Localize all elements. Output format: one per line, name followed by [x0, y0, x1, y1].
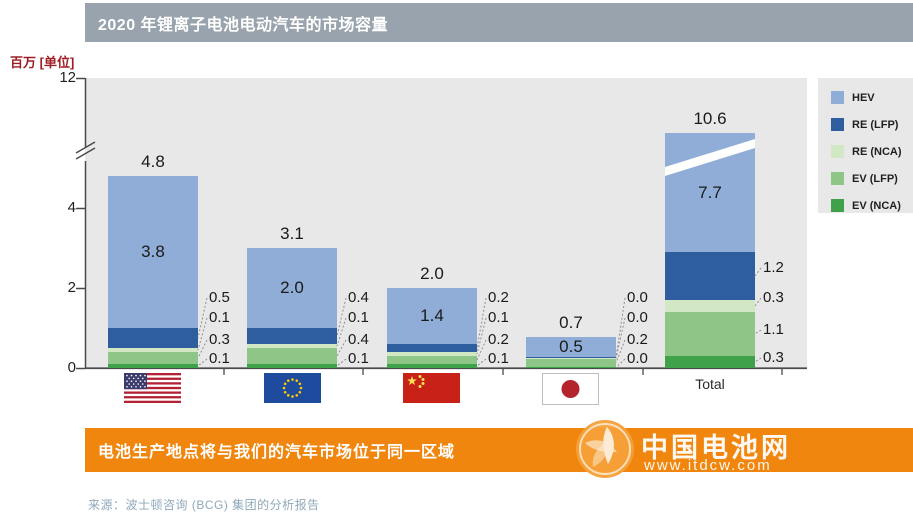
bar-segment-USA-RE (NCA)	[108, 348, 198, 352]
side-label-USA-RE (NCA): 0.1	[209, 309, 230, 326]
side-label-Total-RE (NCA): 0.3	[763, 289, 784, 306]
side-label-EU-RE (LFP): 0.4	[348, 289, 369, 306]
bar-segment-Japan-HEV	[526, 337, 616, 357]
bar-total-label-USA: 4.8	[141, 152, 165, 171]
bar-segment-EU-RE (NCA)	[247, 344, 337, 348]
bar-segment-Japan-RE (LFP)	[526, 357, 616, 358]
y-tick-2: 2	[67, 279, 76, 296]
legend-label: RE (NCA)	[852, 145, 902, 158]
japan-flag	[542, 373, 599, 410]
side-label-EU-EV (LFP): 0.4	[348, 331, 369, 348]
bar-hev-label-China: 1.4	[420, 306, 444, 325]
bar-segment-China-RE (LFP)	[387, 344, 477, 352]
side-label-EU-RE (NCA): 0.1	[348, 309, 369, 326]
banner-text: 电池生产地点将与我们的汽车市场位于同一区域	[98, 444, 456, 461]
eu-flag	[264, 373, 321, 408]
usa-flag	[124, 373, 181, 408]
re-lfp-swatch-icon	[831, 118, 844, 131]
side-label-Japan-EV (NCA): 0.0	[627, 350, 648, 367]
bar-segment-Japan-RE (NCA)	[526, 358, 616, 359]
bar-segment-EU-RE (LFP)	[247, 328, 337, 344]
bar-segment-China-EV (NCA)	[387, 364, 477, 368]
source-note: 来源：波士顿咨询 (BCG) 集团的分析报告	[88, 498, 320, 512]
bar-hev-label-USA: 3.8	[141, 242, 165, 261]
legend-label: EV (LFP)	[852, 172, 898, 185]
legend-item-re-lfp: RE (LFP)	[818, 111, 913, 138]
legend-item-hev: HEV	[818, 84, 913, 111]
side-label-Total-EV (NCA): 0.3	[763, 349, 784, 366]
bar-segment-EU-EV (LFP)	[247, 348, 337, 364]
side-label-Total-RE (LFP): 1.2	[763, 259, 784, 276]
side-label-Japan-EV (LFP): 0.2	[627, 331, 648, 348]
bar-segment-Total-EV (NCA)	[665, 356, 755, 368]
legend: HEV RE (LFP) RE (NCA) EV (LFP) EV (NCA)	[818, 78, 913, 213]
bar-total-label-China: 2.0	[420, 264, 444, 283]
side-label-USA-RE (LFP): 0.5	[209, 289, 230, 306]
chart-title-bar: 2020 年锂离子电池电动汽车的市场容量	[85, 3, 913, 42]
side-label-USA-EV (LFP): 0.3	[209, 331, 230, 348]
bar-total-label-EU: 3.1	[280, 224, 304, 243]
legend-label: EV (NCA)	[852, 199, 901, 212]
legend-item-ev-lfp: EV (LFP)	[818, 165, 913, 192]
china-flag	[403, 373, 460, 408]
watermark-url: www.itdcw.com	[644, 457, 772, 474]
bar-hev-label-Japan: 0.5	[559, 337, 583, 356]
bar-segment-USA-EV (NCA)	[108, 364, 198, 368]
y-tick-0: 0	[67, 359, 76, 376]
bar-segment-Japan-EV (LFP)	[526, 359, 616, 367]
bar-segment-China-RE (NCA)	[387, 352, 477, 356]
chart-title: 2020 年锂离子电池电动汽车的市场容量	[98, 16, 389, 34]
re-nca-swatch-icon	[831, 145, 844, 158]
legend-label: RE (LFP)	[852, 118, 899, 131]
y-axis-unit-label: 百万 [单位]	[10, 55, 75, 70]
ev-nca-swatch-icon	[831, 199, 844, 212]
side-label-China-RE (LFP): 0.2	[488, 289, 509, 306]
bar-segment-China-HEV	[387, 288, 477, 344]
side-label-USA-EV (NCA): 0.1	[209, 350, 230, 367]
bar-segment-Total-RE (NCA)	[665, 300, 755, 312]
side-label-China-RE (NCA): 0.1	[488, 309, 509, 326]
side-label-Total-EV (LFP): 1.1	[763, 321, 784, 338]
watermark-name: 中国电池网	[641, 433, 791, 463]
bar-hev-label-Total: 7.7	[698, 183, 722, 202]
side-label-China-EV (LFP): 0.2	[488, 331, 509, 348]
category-total-label: Total	[695, 376, 725, 392]
bar-segment-Total-RE (LFP)	[665, 252, 755, 300]
ev-lfp-swatch-icon	[831, 172, 844, 185]
bottom-banner: 电池生产地点将与我们的汽车市场位于同一区域	[85, 428, 913, 472]
y-tick-12: 12	[59, 69, 76, 86]
bar-segment-Total-EV (LFP)	[665, 312, 755, 356]
legend-item-ev-nca: EV (NCA)	[818, 192, 913, 219]
bar-segment-Japan-EV (NCA)	[526, 367, 616, 368]
legend-item-re-nca: RE (NCA)	[818, 138, 913, 165]
y-tick-4: 4	[67, 199, 76, 216]
bar-segment-USA-EV (LFP)	[108, 352, 198, 364]
bar-hev-label-EU: 2.0	[280, 278, 304, 297]
side-label-Japan-RE (LFP): 0.0	[627, 289, 648, 306]
bar-segment-USA-HEV	[108, 176, 198, 328]
bar-total-label-Total: 10.6	[693, 109, 727, 128]
legend-label: HEV	[852, 91, 875, 104]
side-label-Japan-RE (NCA): 0.0	[627, 309, 648, 326]
hev-swatch-icon	[831, 91, 844, 104]
bar-segment-USA-RE (LFP)	[108, 328, 198, 348]
bar-segment-China-EV (LFP)	[387, 356, 477, 364]
side-label-EU-EV (NCA): 0.1	[348, 350, 369, 367]
side-label-China-EV (NCA): 0.1	[488, 350, 509, 367]
bar-total-label-Japan: 0.7	[559, 313, 583, 332]
bar-segment-EU-EV (NCA)	[247, 364, 337, 368]
bar-segment-EU-HEV	[247, 248, 337, 328]
